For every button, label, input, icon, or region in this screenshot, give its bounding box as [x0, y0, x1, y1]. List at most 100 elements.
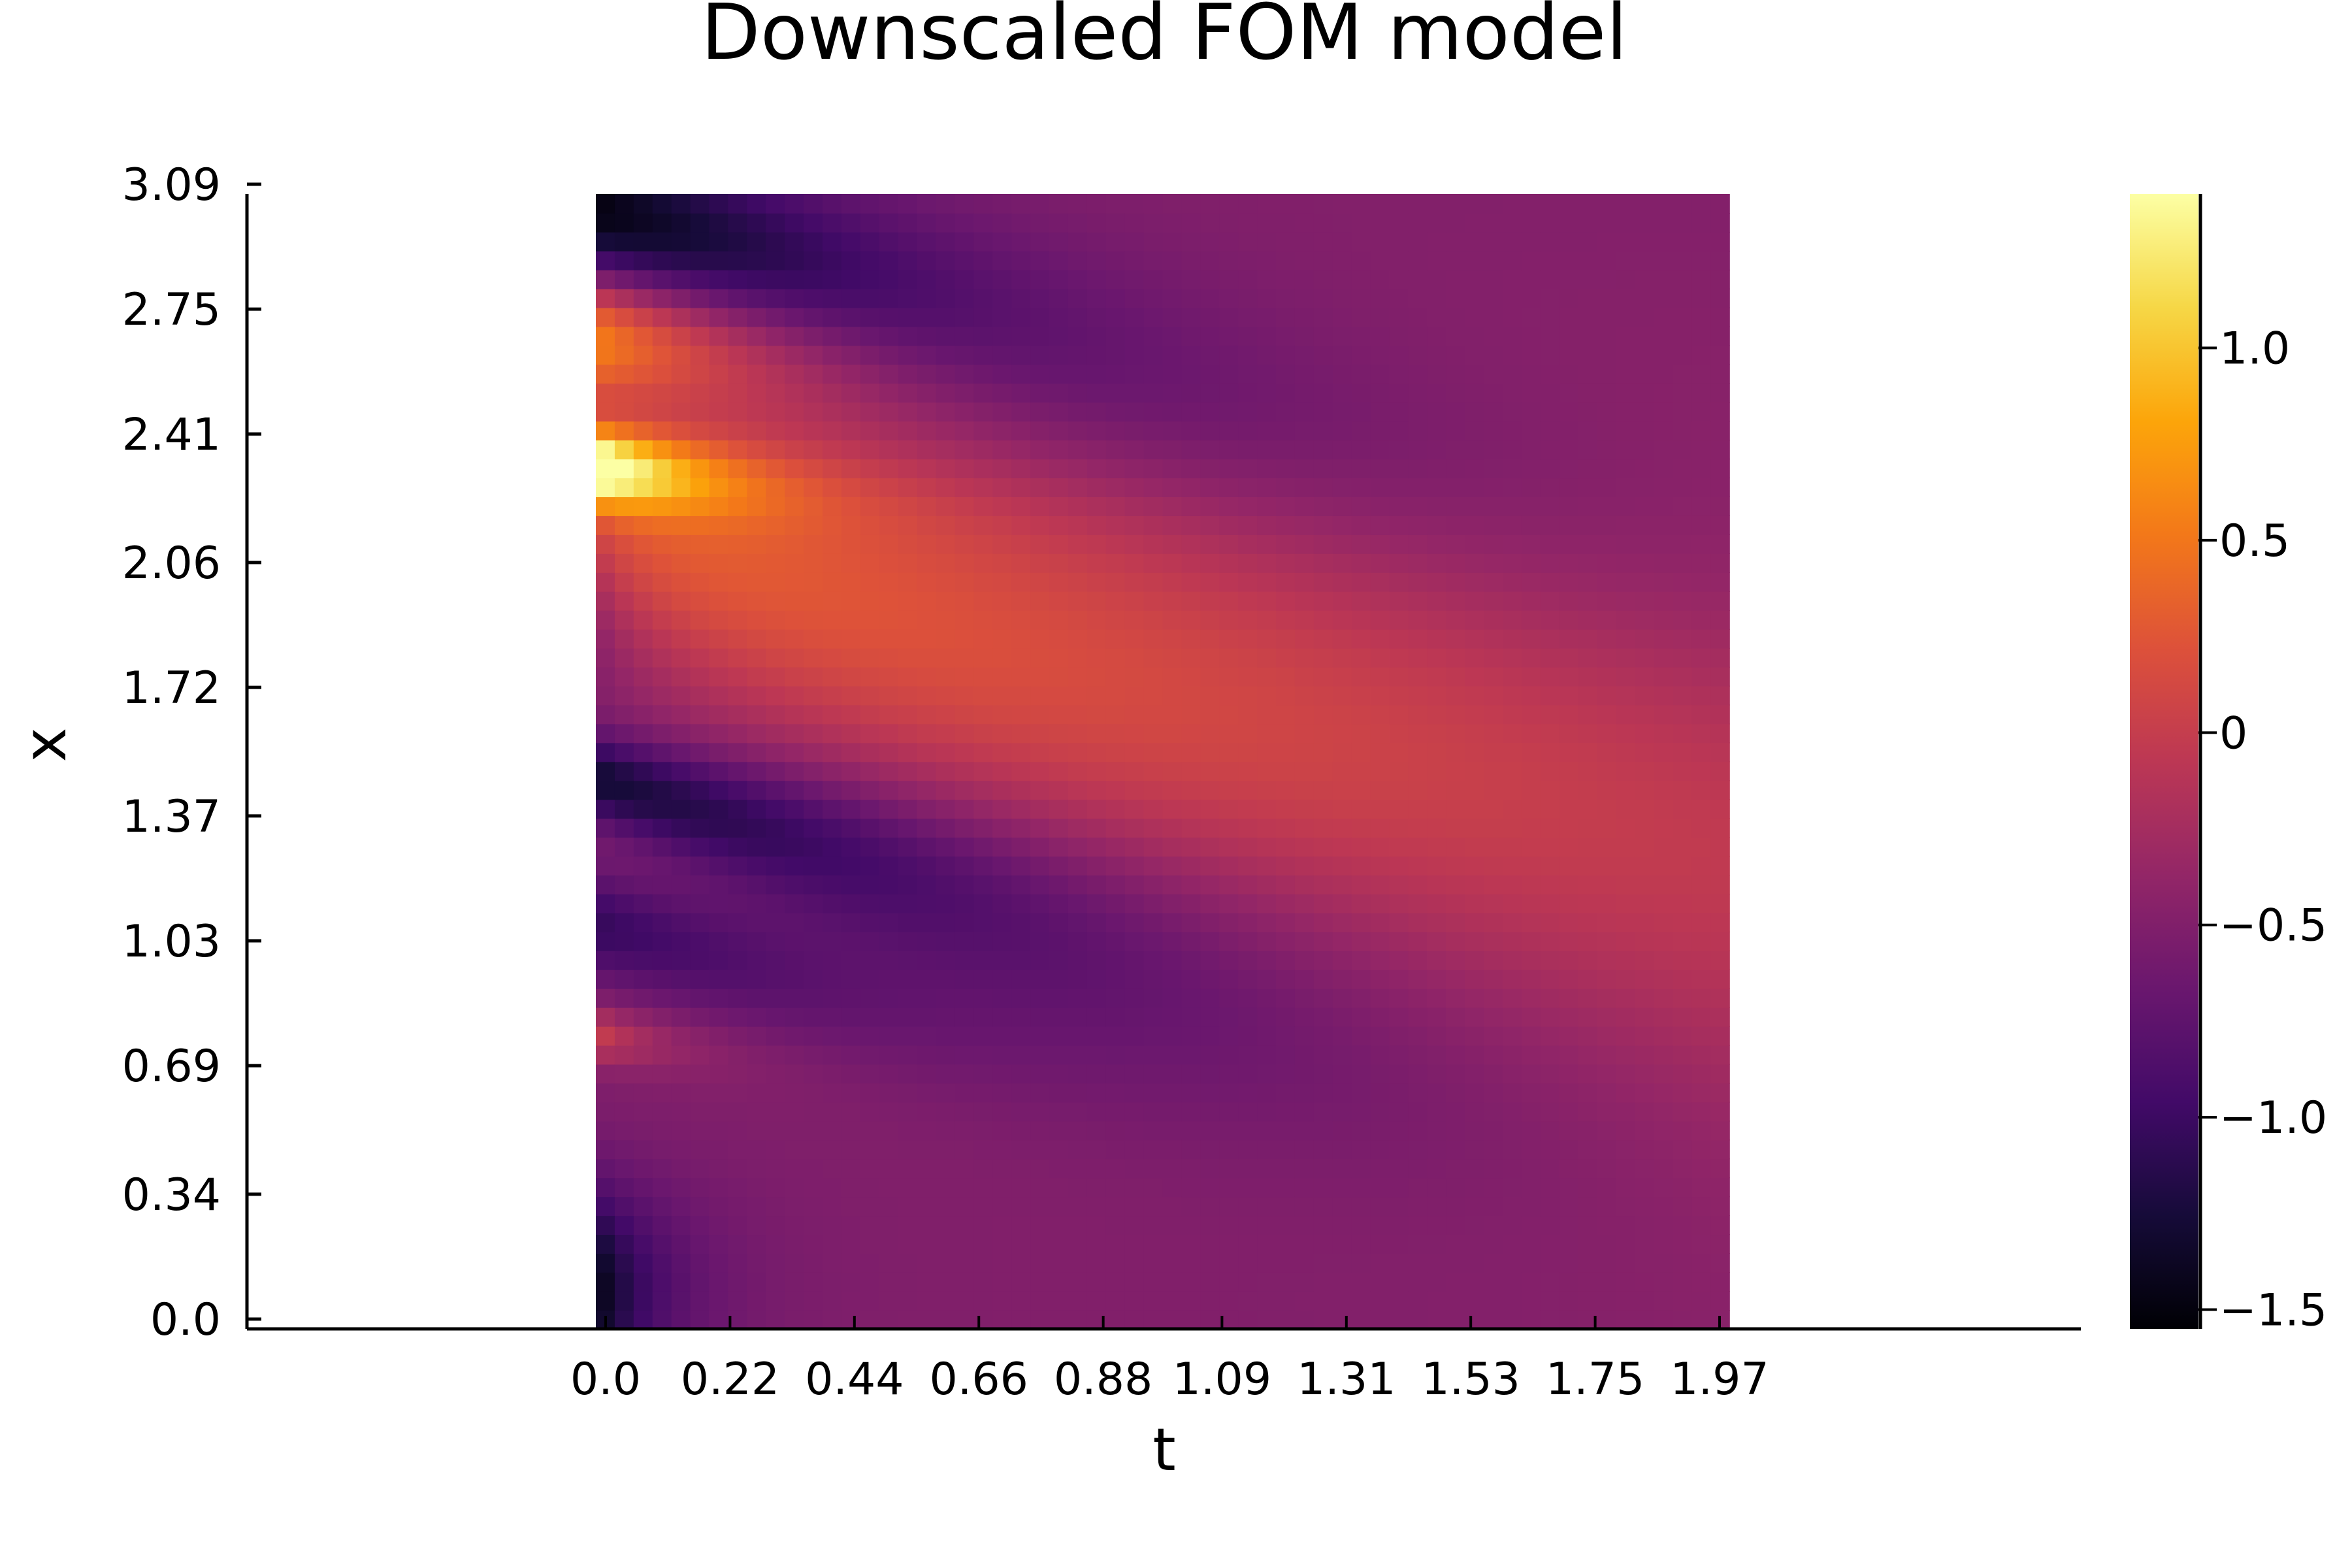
- heatmap-cell: [1691, 364, 1711, 384]
- heatmap-cell: [1011, 894, 1031, 913]
- y-tick-label: 0.34: [122, 1169, 221, 1221]
- heatmap-cell: [1351, 1064, 1371, 1084]
- heatmap-cell: [747, 402, 767, 422]
- heatmap-cell: [1143, 1007, 1164, 1027]
- heatmap-cell: [1635, 742, 1655, 762]
- heatmap-cell: [1540, 534, 1560, 554]
- heatmap-cell: [1143, 780, 1164, 800]
- heatmap-cell: [1351, 913, 1371, 932]
- heatmap-cell: [633, 932, 653, 951]
- heatmap-cell: [1351, 402, 1371, 422]
- heatmap-cell: [1540, 553, 1560, 573]
- heatmap-cell: [973, 951, 994, 970]
- heatmap-cell: [766, 231, 785, 252]
- heatmap-cell: [1105, 1064, 1126, 1084]
- heatmap-cell: [898, 383, 918, 403]
- heatmap-cell: [1389, 988, 1409, 1008]
- heatmap-cell: [766, 647, 785, 668]
- y-tick-label: 2.06: [122, 538, 221, 589]
- heatmap-cell: [1294, 1120, 1315, 1141]
- heatmap-cell: [1635, 497, 1655, 516]
- heatmap-cell: [1427, 761, 1447, 781]
- heatmap-cell: [671, 326, 691, 346]
- heatmap-cell: [1351, 1139, 1371, 1160]
- heatmap-cell: [1332, 1215, 1352, 1235]
- y-axis-label: x: [11, 727, 80, 762]
- heatmap-cell: [1578, 194, 1598, 214]
- heatmap-cell: [728, 761, 748, 781]
- heatmap-cell: [1257, 1045, 1277, 1065]
- heatmap-cell: [1030, 951, 1050, 970]
- heatmap-cell: [633, 629, 653, 649]
- heatmap-cell: [1521, 704, 1541, 725]
- heatmap-cell: [1484, 742, 1503, 762]
- heatmap-cell: [860, 1102, 880, 1122]
- heatmap-cell: [1635, 1253, 1655, 1273]
- heatmap-cell: [1219, 421, 1239, 441]
- heatmap-cell: [1427, 1102, 1447, 1122]
- heatmap-cell: [1238, 1177, 1258, 1198]
- heatmap-cell: [1521, 1310, 1541, 1330]
- heatmap-cell: [1616, 1291, 1636, 1311]
- heatmap-cell: [1105, 1045, 1126, 1065]
- heatmap-cell: [1238, 288, 1258, 308]
- heatmap-cell: [1427, 534, 1447, 554]
- heatmap-cell: [1465, 761, 1484, 781]
- heatmap-cell: [1068, 837, 1088, 857]
- heatmap-cell: [1238, 459, 1258, 479]
- heatmap-cell: [973, 647, 994, 668]
- heatmap-cell: [1124, 1272, 1145, 1292]
- heatmap-cell: [1200, 685, 1220, 706]
- heatmap-cell: [1654, 875, 1674, 894]
- heatmap-cell: [1559, 1139, 1579, 1160]
- heatmap-cell: [1068, 1272, 1088, 1292]
- heatmap-cell: [1105, 421, 1126, 441]
- heatmap-cell: [690, 1026, 710, 1046]
- heatmap-cell: [1540, 1291, 1560, 1311]
- heatmap-cell: [1162, 345, 1183, 365]
- heatmap-cell: [596, 345, 615, 365]
- heatmap-cell: [1559, 1120, 1579, 1141]
- heatmap-cell: [955, 288, 975, 308]
- heatmap-cell: [709, 723, 729, 743]
- heatmap-cell: [1503, 610, 1522, 630]
- heatmap-cell: [785, 951, 804, 970]
- heatmap-cell: [1616, 212, 1636, 233]
- heatmap-cell: [1427, 647, 1447, 668]
- heatmap-cell: [709, 856, 729, 875]
- heatmap-cell: [690, 1196, 710, 1217]
- heatmap-cell: [1408, 1272, 1428, 1292]
- heatmap-cell: [1181, 799, 1201, 819]
- heatmap-cell: [1068, 1310, 1088, 1330]
- heatmap-cell: [1370, 269, 1390, 289]
- heatmap-cell: [917, 250, 937, 270]
- heatmap-cell: [1068, 1045, 1088, 1065]
- heatmap-cell: [1257, 572, 1277, 592]
- heatmap-cell: [1370, 1196, 1390, 1217]
- heatmap-cell: [1332, 1064, 1352, 1084]
- heatmap-cell: [1370, 913, 1390, 932]
- heatmap-cell: [766, 1026, 785, 1046]
- heatmap-cell: [1105, 780, 1126, 800]
- heatmap-cell: [1351, 459, 1371, 479]
- heatmap-cell: [1332, 364, 1352, 384]
- heatmap-cell: [1389, 818, 1409, 838]
- heatmap-cell: [1503, 364, 1522, 384]
- heatmap-cell: [1370, 969, 1390, 989]
- heatmap-cell: [1105, 1102, 1126, 1122]
- heatmap-cell: [709, 1253, 729, 1273]
- heatmap-cell: [766, 345, 785, 365]
- heatmap-cell: [1465, 1026, 1484, 1046]
- heatmap-cell: [1105, 231, 1126, 252]
- heatmap-cell: [1238, 1215, 1258, 1235]
- heatmap-cell: [1143, 534, 1164, 554]
- heatmap-cell: [1030, 591, 1050, 611]
- heatmap-cell: [823, 1064, 842, 1084]
- heatmap-cell: [1313, 1045, 1333, 1065]
- heatmap-cell: [841, 951, 861, 970]
- heatmap-cell: [1559, 1272, 1579, 1292]
- heatmap-cell: [1465, 345, 1484, 365]
- heatmap-cell: [1049, 572, 1069, 592]
- heatmap-cell: [1597, 326, 1617, 346]
- heatmap-cell: [1559, 875, 1579, 894]
